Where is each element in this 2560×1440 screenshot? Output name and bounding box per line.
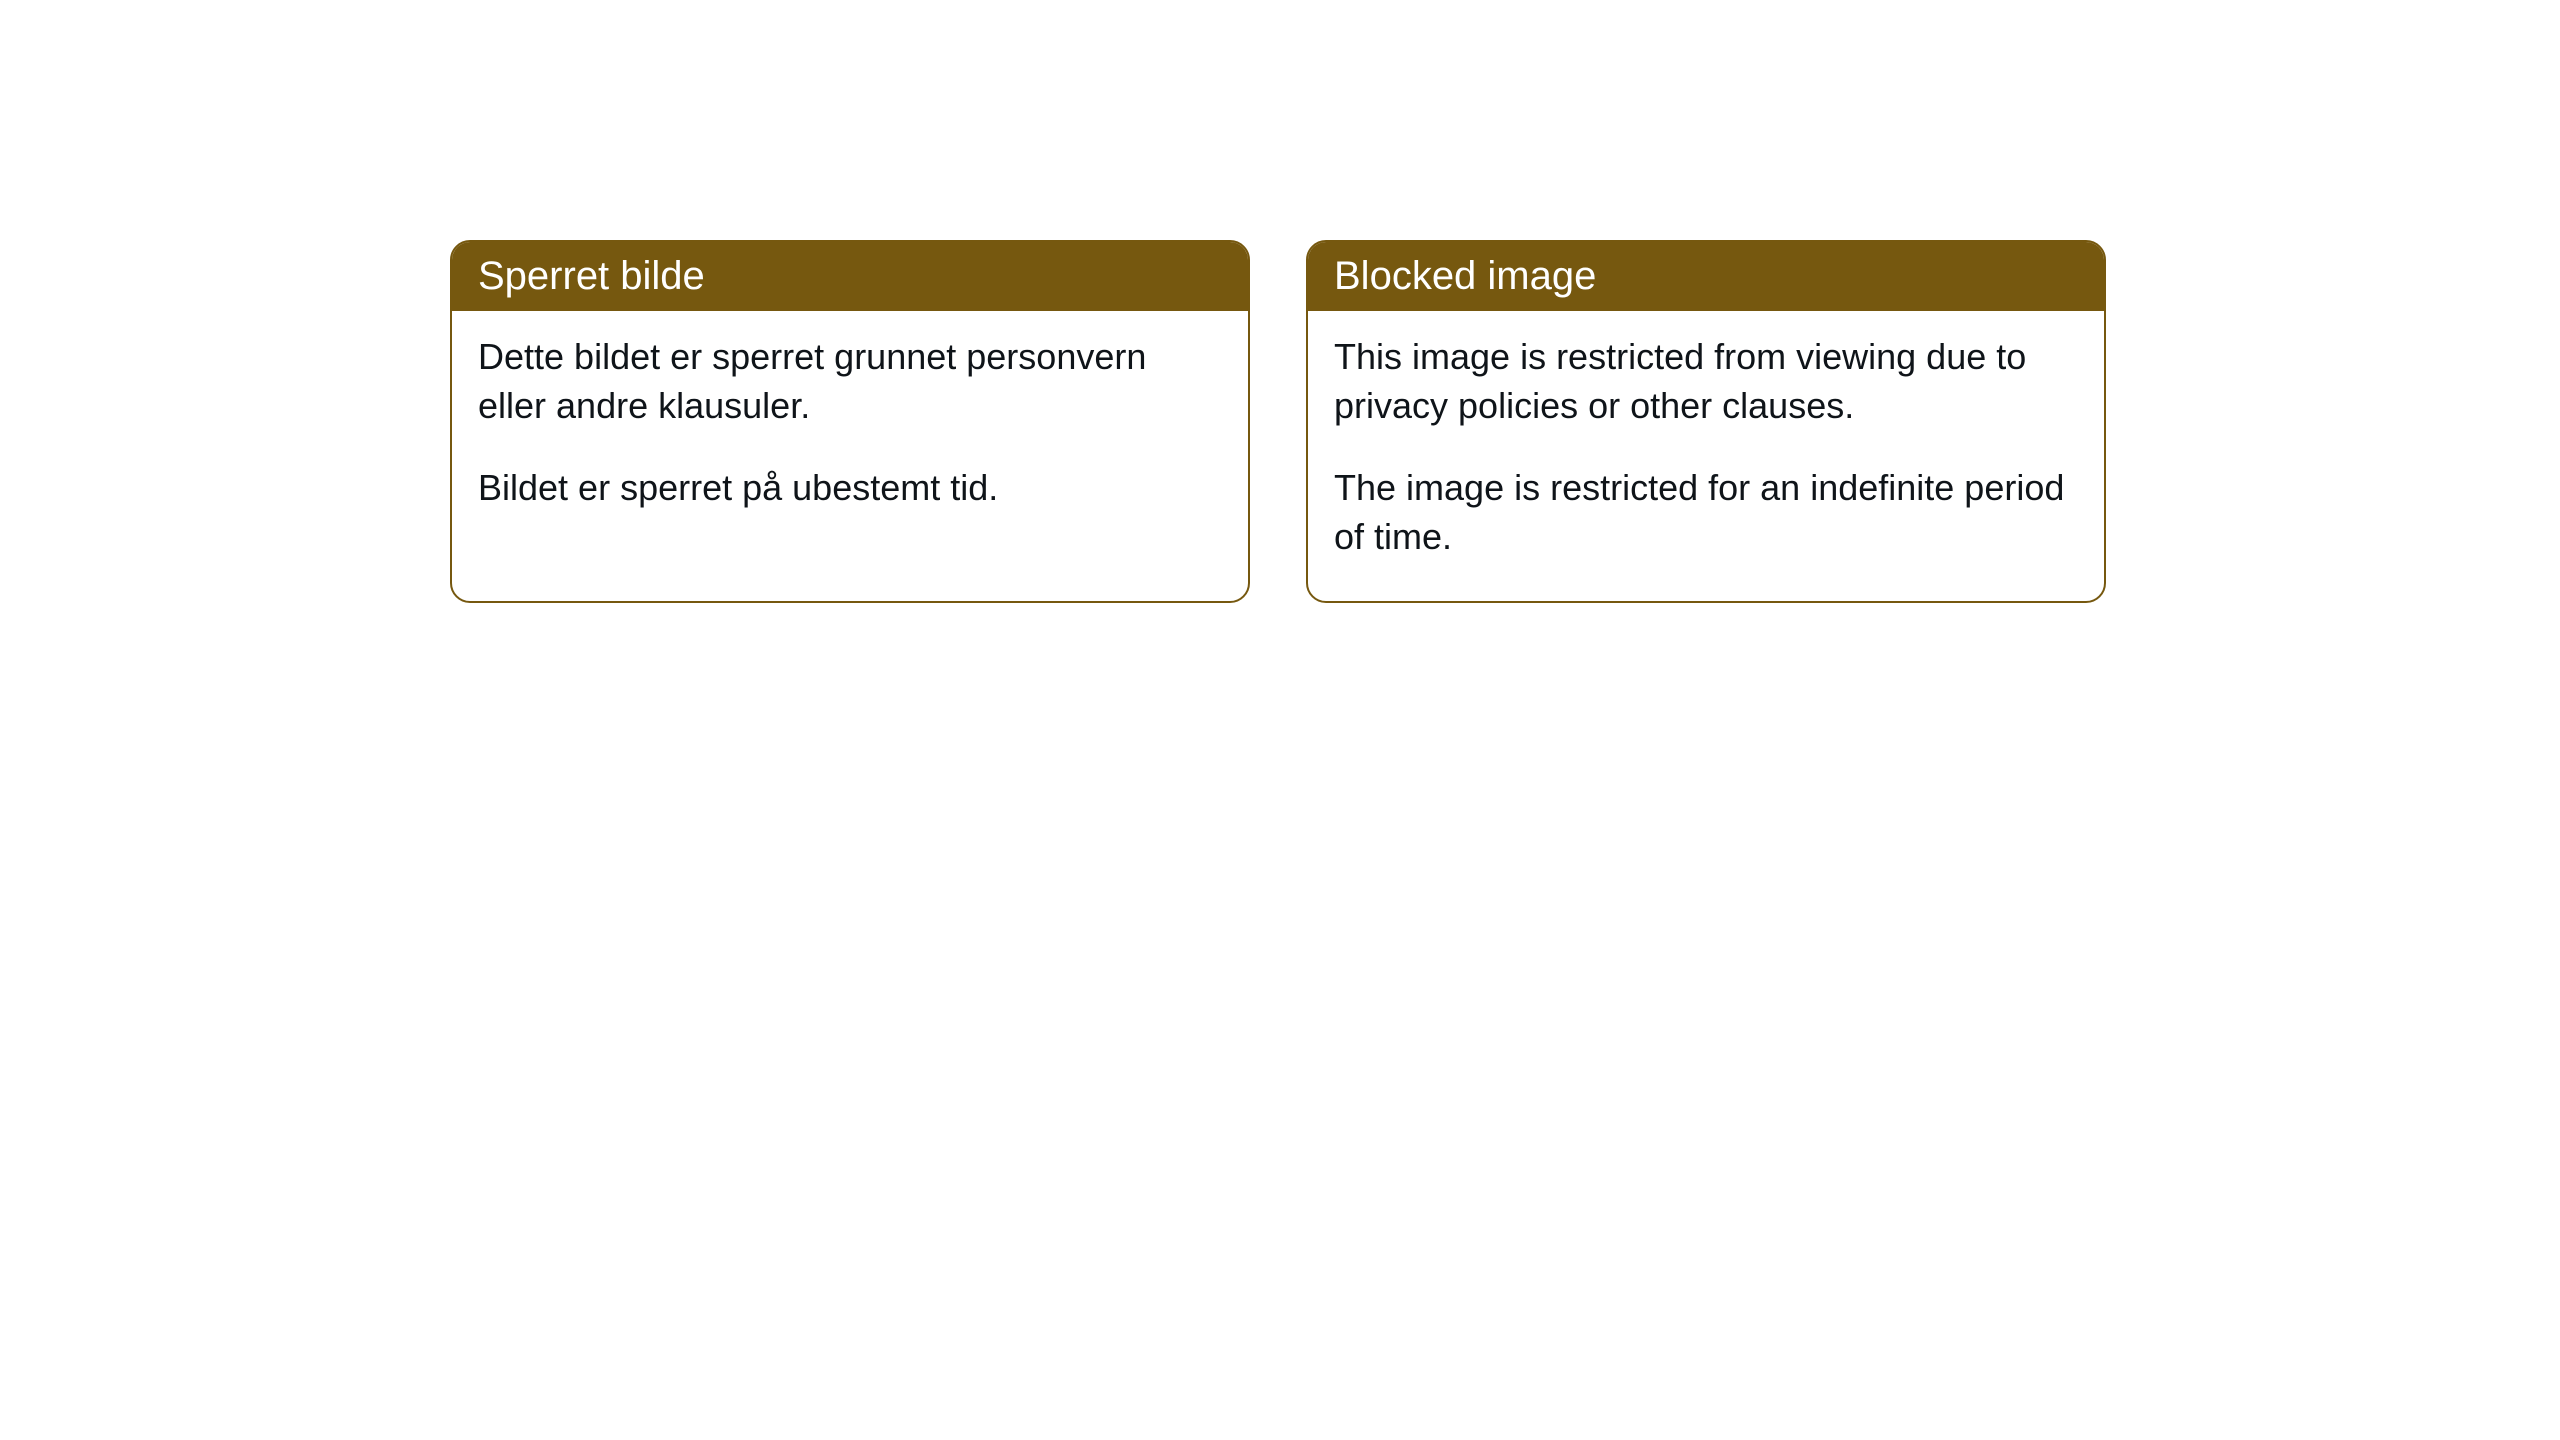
blocked-image-card-en: Blocked image This image is restricted f… [1306, 240, 2106, 603]
card-text-en-2: The image is restricted for an indefinit… [1334, 464, 2078, 561]
card-text-no-2: Bildet er sperret på ubestemt tid. [478, 464, 1222, 513]
card-header-no: Sperret bilde [452, 242, 1248, 311]
blocked-image-card-no: Sperret bilde Dette bildet er sperret gr… [450, 240, 1250, 603]
card-title-en: Blocked image [1334, 254, 1596, 298]
card-title-no: Sperret bilde [478, 254, 705, 298]
notice-cards-container: Sperret bilde Dette bildet er sperret gr… [450, 240, 2106, 603]
card-text-en-1: This image is restricted from viewing du… [1334, 333, 2078, 430]
card-body-en: This image is restricted from viewing du… [1308, 311, 2104, 601]
card-header-en: Blocked image [1308, 242, 2104, 311]
card-body-no: Dette bildet er sperret grunnet personve… [452, 311, 1248, 553]
card-text-no-1: Dette bildet er sperret grunnet personve… [478, 333, 1222, 430]
